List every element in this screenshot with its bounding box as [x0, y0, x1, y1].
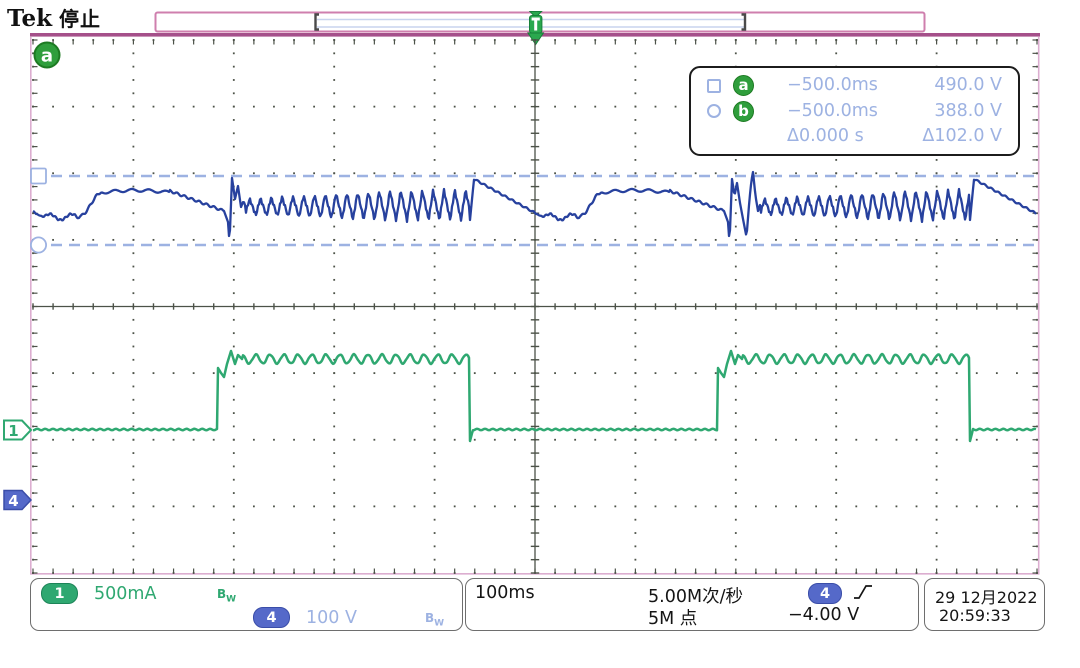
- tek-logo: Tek: [7, 5, 53, 32]
- ch4-waveform: [32, 170, 1037, 238]
- cursor-a-badge: a: [33, 41, 61, 69]
- ch1-scale[interactable]: 500mA: [94, 584, 157, 604]
- cursor-a-value: 490.0 V: [934, 75, 1002, 96]
- trigger-source-badge[interactable]: 4: [808, 583, 842, 604]
- horizontal-cursors[interactable]: [33, 174, 1037, 247]
- ch1-bandwidth-icon: BW: [217, 587, 237, 605]
- ch1-badge[interactable]: 1: [41, 583, 78, 604]
- cursor-b-row: b −500.0ms 388.0 V: [707, 99, 1004, 125]
- rising-edge-icon: [854, 585, 872, 599]
- expansion-bracket-right[interactable]: [741, 13, 747, 31]
- cursor-a-marker[interactable]: [30, 167, 47, 185]
- ch1-ground-marker[interactable]: 1: [3, 419, 33, 441]
- graticule-grid: [32, 39, 1038, 574]
- svg-text:a: a: [41, 46, 53, 67]
- cursor-a-shape-icon: [707, 78, 721, 93]
- acquisition-trigger-panel: 100ms 5.00M次/秒 5M 点 4 −4.00 V: [465, 578, 919, 631]
- ch4-badge[interactable]: 4: [253, 607, 290, 628]
- ch4-scale[interactable]: 100 V: [306, 608, 357, 628]
- cursor-b-marker[interactable]: [29, 236, 47, 254]
- trigger-level-readout[interactable]: −4.00 V: [788, 605, 860, 625]
- ch1-waveform: [32, 349, 1037, 443]
- cursor-b-value: 388.0 V: [934, 100, 1002, 121]
- cursor-b-time: −500.0ms: [787, 100, 878, 121]
- expansion-bracket-left[interactable]: [314, 13, 320, 31]
- cursor-a-label-badge: a: [733, 75, 754, 97]
- time-readout: 20:59:33: [939, 606, 1011, 625]
- ch4-bandwidth-icon: BW: [425, 611, 445, 629]
- date-readout: 29 12月2022: [935, 588, 1038, 607]
- acquisition-status: 停止: [59, 7, 102, 31]
- cursor-delta-value: Δ102.0 V: [922, 126, 1002, 147]
- cursor-readout-panel: a −500.0ms 490.0 V b −500.0ms 388.0 V Δ0…: [689, 66, 1020, 156]
- datetime-panel: 29 12月2022 20:59:33: [924, 578, 1045, 631]
- record-length-readout: 5M 点: [648, 609, 698, 629]
- sample-rate-readout: 5.00M次/秒: [648, 587, 743, 607]
- timebase-readout[interactable]: 100ms: [475, 583, 535, 603]
- cursor-delta-row: Δ0.000 s Δ102.0 V: [707, 124, 1004, 150]
- ch4-ground-marker[interactable]: 4: [3, 489, 33, 511]
- header: Tek 停止: [7, 3, 101, 32]
- trigger-position-marker[interactable]: [527, 11, 545, 46]
- cursor-a-row: a −500.0ms 490.0 V: [707, 73, 1004, 99]
- cursor-delta-time: Δ0.000 s: [787, 126, 864, 147]
- cursor-a-time: −500.0ms: [787, 75, 878, 96]
- svg-text:1: 1: [8, 422, 18, 440]
- cursor-b-shape-icon: [707, 104, 721, 119]
- svg-text:4: 4: [8, 492, 18, 510]
- cursor-b-label-badge: b: [733, 100, 754, 122]
- channel-scale-panel: 1 500mA BW 4 100 V BW: [30, 578, 463, 631]
